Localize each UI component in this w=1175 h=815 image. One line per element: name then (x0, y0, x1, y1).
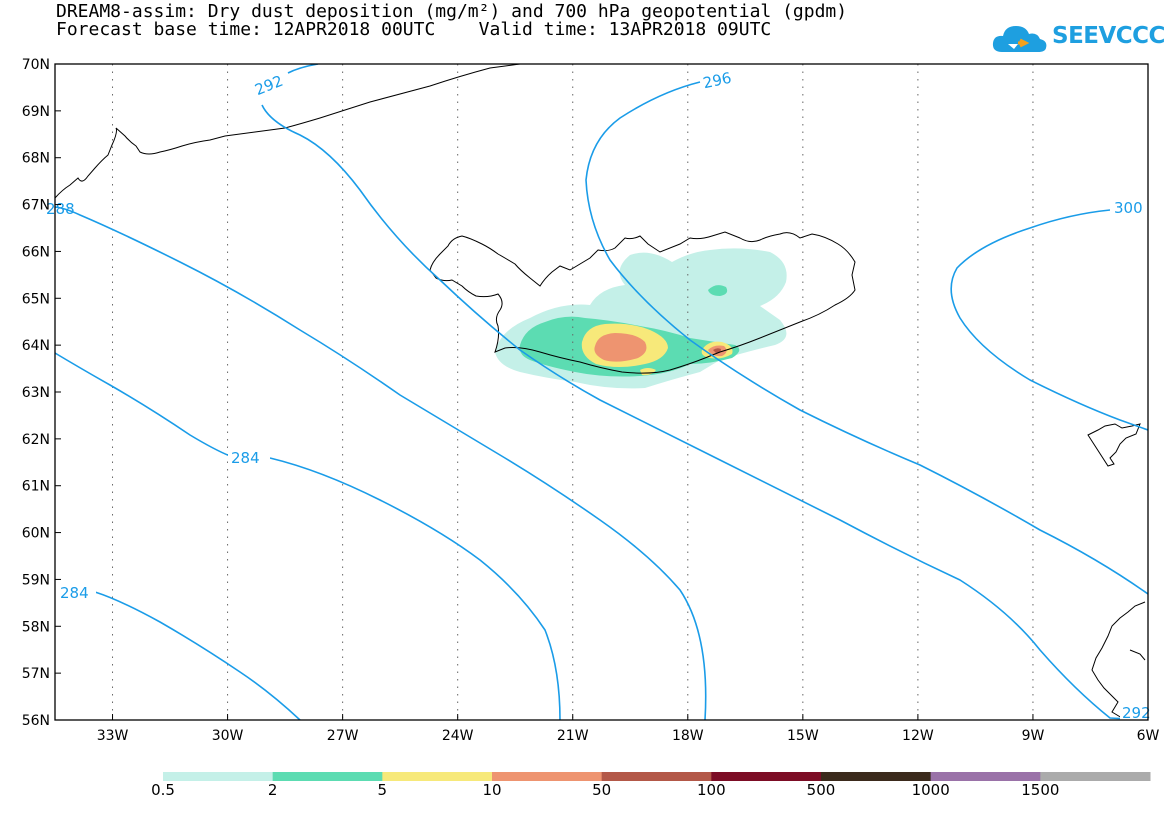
longitude-label: 15W (787, 728, 819, 744)
longitude-label: 9W (1022, 728, 1045, 744)
contour-284-lower (94, 591, 301, 720)
colorbar-label: 50 (592, 781, 612, 799)
greenland-coast (55, 64, 521, 199)
longitude-label: 27W (327, 728, 359, 744)
latitude-label: 57N (22, 666, 50, 682)
faroe-coast (1087, 423, 1141, 467)
contour-296 (585, 81, 1148, 595)
latitude-label: 67N (22, 198, 50, 214)
coastlines (55, 64, 1146, 719)
latitude-label: 60N (22, 526, 50, 542)
forecast-times: Forecast base time: 12APR2018 00UTC Vali… (56, 19, 772, 40)
colorbar-label: 500 (806, 781, 836, 799)
latitude-label: 70N (22, 57, 50, 73)
latitude-label: 68N (22, 151, 50, 167)
colorbar-label: 1000 (911, 781, 950, 799)
longitude-labels: 33W 30W 27W 24W 21W 18W 15W 12W 9W 6W (97, 714, 1160, 744)
colorbar-segment (272, 772, 383, 781)
colorbar-segment (711, 772, 822, 781)
colorbar-segment (163, 772, 274, 781)
latitude-label: 63N (22, 385, 50, 401)
contour-label-300: 300 (1114, 199, 1143, 217)
latitude-label: 64N (22, 338, 50, 354)
colorbar-label: 2 (267, 781, 278, 799)
colorbar-label: 0.5 (151, 781, 175, 799)
contour-label-292-south: 292 (1122, 704, 1151, 722)
colorbar-label: 5 (377, 781, 388, 799)
map-title: DREAM8-assim: Dry dust deposition (mg/m²… (56, 1, 848, 22)
colorbar-label: 10 (482, 781, 502, 799)
colorbar-segment (492, 772, 603, 781)
longitude-label: 30W (212, 728, 244, 744)
longitude-label: 12W (902, 728, 934, 744)
latitude-label: 56N (22, 713, 50, 729)
contour-label-284-lower: 284 (60, 584, 89, 602)
dust-deposition-field (495, 248, 787, 389)
colorbar-segment (601, 772, 712, 781)
longitude-label: 33W (97, 728, 129, 744)
contour-labels: 292 296 300 284 284 288 292 (46, 62, 1151, 722)
contour-300 (950, 209, 1148, 431)
dust-area-orange (594, 333, 727, 362)
contour-label-284-upper: 284 (231, 449, 260, 467)
latitude-label: 58N (22, 619, 50, 635)
geopotential-contours (55, 64, 1148, 720)
colorbar-label: 100 (697, 781, 726, 799)
contour-288 (55, 206, 707, 720)
contour-label-296: 296 (701, 69, 733, 93)
latitude-label: 69N (22, 104, 50, 120)
dust-area-brown (713, 348, 721, 353)
latitude-label: 65N (22, 291, 50, 307)
colorbar-segment (1040, 772, 1151, 781)
colorbar-segment (382, 772, 493, 781)
colorbar-segment (930, 772, 1041, 781)
latitude-labels: 70N 69N 68N 67N 66N 65N 64N 63N 62N 61N 60N 59N 58N 5… (22, 57, 61, 729)
longitude-label: 21W (557, 728, 589, 744)
colorbar-label: 1500 (1021, 781, 1060, 799)
logo-text: SEEVCCC (1052, 23, 1165, 49)
latitude-label: 62N (22, 432, 50, 448)
latitude-label: 59N (22, 572, 50, 588)
contour-292-north (261, 104, 1148, 720)
colorbar (163, 772, 1151, 781)
map-background (55, 64, 1148, 720)
latitude-label: 66N (22, 244, 50, 260)
iceland-coast (429, 231, 856, 374)
latitude-label: 61N (22, 479, 50, 495)
scotland-coast (1091, 601, 1146, 719)
longitude-label: 18W (672, 728, 704, 744)
contour-label-288: 288 (46, 200, 75, 218)
longitude-label: 24W (442, 728, 474, 744)
colorbar-segment (821, 772, 932, 781)
longitude-label: 6W (1137, 728, 1160, 744)
cloud-logo-icon (992, 26, 1047, 52)
contour-284-upper (55, 352, 561, 720)
